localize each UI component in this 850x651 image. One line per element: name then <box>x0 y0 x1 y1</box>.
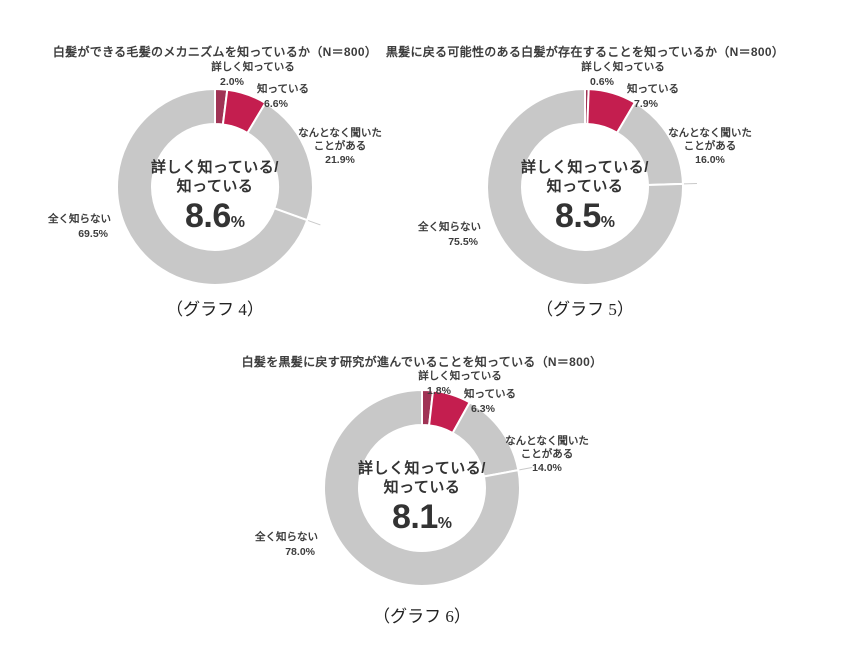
segment-label-not-know: 全く知らない 78.0% <box>242 531 318 558</box>
segment-label-heard: なんとなく聞いた ことがある 21.9% <box>270 127 410 167</box>
chart-title: 黒髪に戻る可能性のある白髪が存在することを知っているか（N＝800） <box>385 45 785 59</box>
donut-center-label: 詳しく知っている/ 知っている 8.1% <box>322 459 522 544</box>
segment-label-heard: なんとなく聞いた ことがある 16.0% <box>640 127 780 167</box>
segment-label-know: 知っている 6.3% <box>440 388 540 415</box>
label-leader-line <box>519 467 533 471</box>
donut-segment-3 <box>486 88 684 286</box>
chart-title: 白髪を黒髪に戻す研究が進んでいることを知っている（N＝800） <box>241 355 603 369</box>
segment-value: 7.9% <box>634 97 658 110</box>
chart-caption: （グラフ 4） <box>166 300 264 319</box>
center-label-line1: 詳しく知っている/ <box>358 460 486 477</box>
center-value: 8.1% <box>392 498 452 536</box>
segment-value: 1.8% <box>427 384 451 397</box>
segment-value: 78.0% <box>285 545 315 558</box>
segment-value: 75.5% <box>448 235 478 248</box>
center-label-line2: 知っている <box>176 178 254 195</box>
center-label-line1: 詳しく知っている/ <box>521 159 649 176</box>
segment-value: 69.5% <box>78 227 108 240</box>
segment-value: 0.6% <box>590 75 614 88</box>
chart-caption: （グラフ 6） <box>373 607 471 626</box>
segment-value: 16.0% <box>695 154 725 166</box>
donut-ring <box>116 88 321 286</box>
chart-title: 白髪ができる毛髪のメカニズムを知っているか（N＝800） <box>52 45 378 59</box>
center-value: 8.6% <box>185 197 245 235</box>
segment-value: 6.3% <box>471 402 495 415</box>
donut-center-label: 詳しく知っている/ 知っている 8.5% <box>485 158 685 243</box>
donut-chart-graph5: 黒髪に戻る可能性のある白髪が存在することを知っているか（N＝800） 詳しく知っ… <box>386 41 784 353</box>
donut-ring <box>486 88 697 286</box>
segment-label-know: 知っている 7.9% <box>603 83 703 110</box>
segment-value: 21.9% <box>325 154 355 166</box>
center-label-line2: 知っている <box>546 178 624 195</box>
donut-segment-3 <box>116 88 309 286</box>
chart-caption: （グラフ 5） <box>536 300 634 319</box>
center-label-line2: 知っている <box>383 479 461 496</box>
segment-value: 6.6% <box>264 97 288 110</box>
center-unit: % <box>230 214 245 231</box>
donut-chart-graph6: 白髪を黒髪に戻す研究が進んでいることを知っている（N＝800） 詳しく知っている… <box>242 342 602 651</box>
segment-label-not-know: 全く知らない 69.5% <box>35 213 111 240</box>
center-unit: % <box>437 515 452 532</box>
donut-segment-3 <box>323 389 521 587</box>
segment-label-detail-know: 詳しく知っている 0.6% <box>551 61 695 88</box>
center-label-line1: 詳しく知っている/ <box>151 159 279 176</box>
center-unit: % <box>600 214 615 231</box>
label-leader-line <box>307 220 321 226</box>
segment-label-know: 知っている 6.6% <box>233 83 333 110</box>
segment-value: 2.0% <box>220 75 244 88</box>
donut-center-label: 詳しく知っている/ 知っている 8.6% <box>115 158 315 243</box>
segment-label-heard: なんとなく聞いた ことがある 14.0% <box>477 435 617 475</box>
center-value: 8.5% <box>555 197 615 235</box>
segment-label-detail-know: 詳しく知っている 2.0% <box>181 61 325 88</box>
segment-label-not-know: 全く知らない 75.5% <box>405 221 481 248</box>
donut-ring <box>323 389 533 587</box>
segment-value: 14.0% <box>532 462 562 474</box>
donut-chart-graph4: 白髪ができる毛髪のメカニズムを知っているか（N＝800） 詳しく知っている/ 知… <box>35 41 395 353</box>
segment-label-detail-know: 詳しく知っている 1.8% <box>388 370 532 397</box>
